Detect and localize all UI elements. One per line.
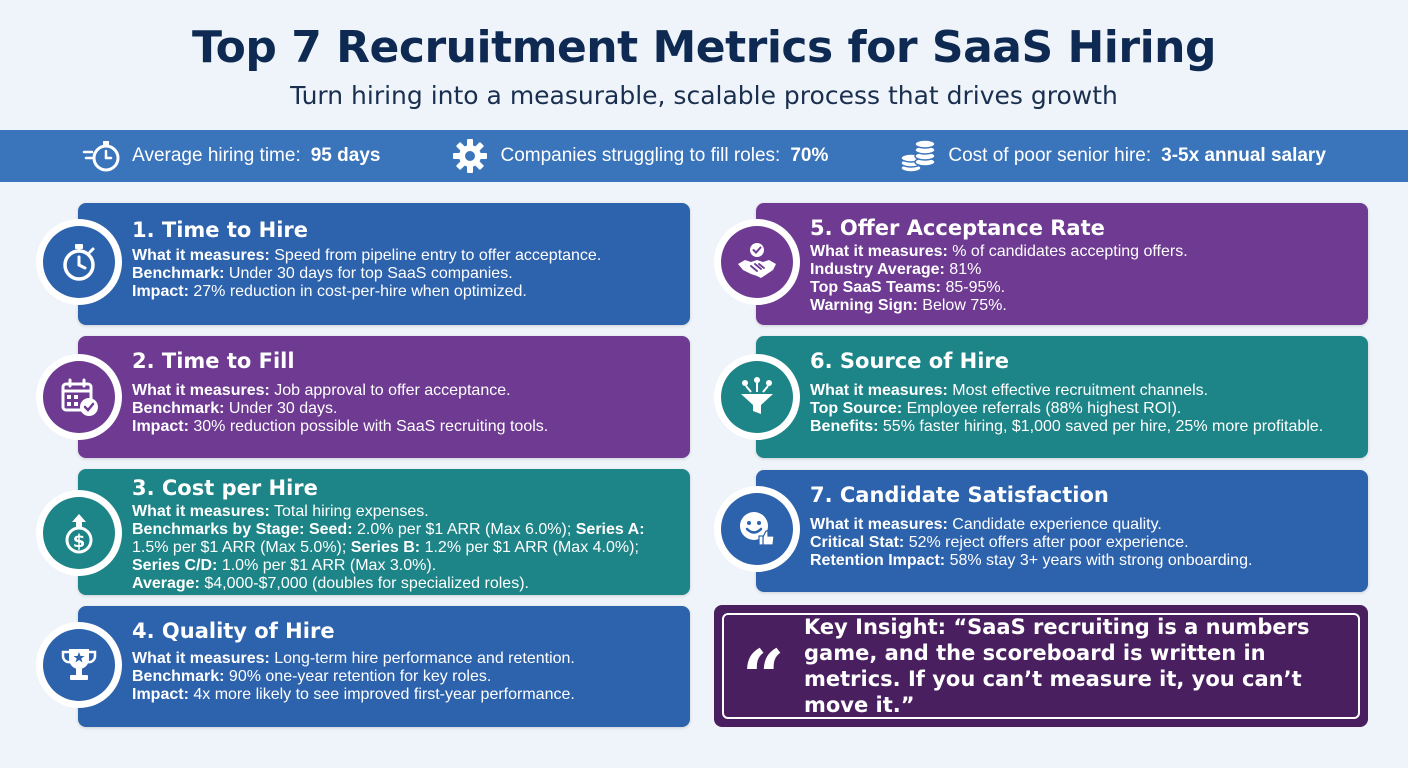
quote-mark-icon: “ [742,635,785,721]
card-line: Benchmark: Under 30 days. [132,400,338,417]
stat-hiring-time: Average hiring time: 95 days [82,136,380,176]
stat-label: Cost of poor senior hire: [948,145,1152,166]
card-title: 5. Offer Acceptance Rate [810,216,1105,240]
card-title: 1. Time to Hire [132,218,309,242]
badge-cost-per-hire: $ [36,490,122,576]
card-line: Critical Stat: 52% reject offers after p… [810,534,1189,551]
card-line: What it measures: Speed from pipeline en… [132,247,602,264]
card-line: Top Source: Employee referrals (88% high… [810,400,1182,417]
stat-label: Average hiring time: [132,145,301,166]
card-line: What it measures: Total hiring expenses. [132,503,429,520]
page-subtitle: Turn hiring into a measurable, scalable … [290,81,1118,110]
stat-label: Companies struggling to fill roles: [500,145,781,166]
metric-card-time-to-fill: 2. Time to Fill What it measures: Job ap… [78,336,690,458]
handshake-icon [738,243,776,278]
badge-source-of-hire [714,354,800,440]
metric-card-source-of-hire: 6. Source of Hire What it measures: Most… [756,336,1368,458]
stat-value: 3-5x annual salary [1161,145,1326,166]
metric-card-time-to-hire: 1. Time to Hire What it measures: Speed … [78,203,690,325]
card-line: Retention Impact: 58% stay 3+ years with… [810,552,1253,569]
card-line: Top SaaS Teams: 85-95%. [810,279,1006,296]
page-title: Top 7 Recruitment Metrics for SaaS Hirin… [192,22,1216,73]
gear-icon [453,139,488,173]
metric-card-cost-per-hire: 3. Cost per Hire What it measures: Total… [78,469,690,595]
stat-roles: Companies struggling to fill roles: 70% [450,136,828,176]
badge-candidate-satisfaction [714,486,800,572]
card-line: What it measures: Long-term hire perform… [132,650,575,667]
card-line: Impact: 30% reduction possible with SaaS… [132,418,549,435]
smiley-thumbs-up-icon [740,512,775,546]
card-title: 7. Candidate Satisfaction [810,483,1109,507]
card-line: What it measures: Candidate experience q… [810,516,1162,533]
dollar-growth-icon: $ [65,514,93,554]
card-line: Benchmark: 90% one-year retention for ke… [132,668,492,685]
card-line: Average: $4,000-$7,000 (doubles for spec… [132,575,529,592]
card-line: What it measures: Job approval to offer … [132,382,511,399]
funnel-icon [741,377,773,414]
metric-card-quality-of-hire: 4. Quality of Hire What it measures: Lon… [78,606,690,727]
card-line: Industry Average: 81% [810,261,982,278]
card-title: 4. Quality of Hire [132,619,335,643]
badge-time-to-hire [36,219,122,305]
metric-card-offer-acceptance: 5. Offer Acceptance Rate What it measure… [756,203,1368,325]
metric-card-candidate-satisfaction: 7. Candidate Satisfaction What it measur… [756,470,1368,592]
header: Top 7 Recruitment Metrics for SaaS Hirin… [0,0,1408,112]
card-title: 6. Source of Hire [810,349,1010,373]
key-insight-frame: “ Key Insight: “SaaS recruiting is a num… [722,613,1360,719]
stopwatch-icon [82,141,120,172]
stats-band: Average hiring time: 95 days Companies s… [0,130,1408,182]
badge-quality-of-hire [36,622,122,708]
card-title: 3. Cost per Hire [132,476,318,500]
card-line: Impact: 4x more likely to see improved f… [132,686,575,703]
key-insight-text: Key Insight: “SaaS recruiting is a numbe… [804,615,1310,717]
card-line: Benefits: 55% faster hiring, $1,000 save… [810,418,1324,435]
trophy-icon [61,649,97,680]
card-title: 2. Time to Fill [132,349,295,373]
stat-value: 70% [790,145,829,166]
svg-text:$: $ [73,531,86,552]
stat-poor-hire: Cost of poor senior hire: 3-5x annual sa… [898,136,1326,176]
card-line: Benchmark: Under 30 days for top SaaS co… [132,265,513,282]
card-line-benchmarks: Benchmarks by Stage: Seed: 2.0% per $1 A… [132,521,645,574]
coins-icon [900,139,937,173]
card-line: Impact: 27% reduction in cost-per-hire w… [132,283,527,300]
badge-offer-acceptance [714,219,800,305]
card-line: Warning Sign: Below 75%. [810,297,1007,314]
card-line: What it measures: Most effective recruit… [810,382,1209,399]
key-insight-box: “ Key Insight: “SaaS recruiting is a num… [714,605,1368,727]
card-line: What it measures: % of candidates accept… [810,243,1188,260]
calendar-check-icon [61,378,98,416]
badge-time-to-fill [36,354,122,440]
stat-value: 95 days [310,145,381,166]
stopwatch-icon [63,244,95,281]
